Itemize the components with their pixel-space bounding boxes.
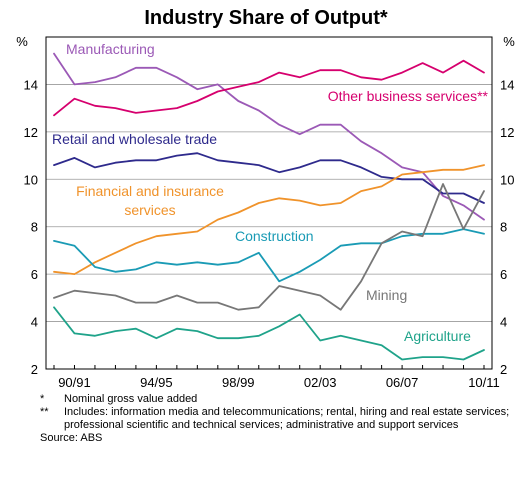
- y-tick-right-4: 4: [500, 315, 507, 330]
- x-tick-label-4: 06/07: [386, 375, 419, 390]
- chart-title: Industry Share of Output*: [144, 7, 388, 29]
- y-axis-unit-right: %: [503, 34, 515, 49]
- footnotes: * Nominal gross value added ** Includes:…: [40, 393, 510, 445]
- label-agriculture: Agriculture: [404, 328, 471, 344]
- label-manufacturing: Manufacturing: [66, 41, 155, 57]
- gridlines: [46, 84, 492, 322]
- x-tick-label-3: 02/03: [304, 375, 337, 390]
- series-line-construction: [53, 228, 485, 283]
- y-tick-left-14: 14: [24, 77, 38, 92]
- y-tick-left-6: 6: [31, 267, 38, 282]
- x-tick-label-1: 94/95: [140, 375, 173, 390]
- y-tick-left-8: 8: [31, 220, 38, 235]
- y-tick-right-10: 10: [500, 172, 514, 187]
- axis-ticks: 2 2 4 4 6 6 8 8 10 10 12 12 14 14 90/91 94/95 98/99 02/03…: [24, 77, 515, 390]
- label-construction: Construction: [235, 228, 314, 244]
- series-line-retail-and-wholesale-trade: [53, 152, 485, 204]
- y-tick-left-2: 2: [31, 362, 38, 377]
- footnote-2: ** Includes: information media and telec…: [40, 406, 510, 432]
- series-line-manufacturing: [53, 52, 485, 221]
- series-lines: [53, 52, 485, 361]
- footnote-2-mark: **: [40, 406, 49, 418]
- x-tick-label-5: 10/11: [468, 375, 500, 390]
- footnote-1-text: Nominal gross value added: [64, 393, 198, 405]
- y-tick-right-2: 2: [500, 362, 507, 377]
- label-retail-wholesale: Retail and wholesale trade: [52, 131, 217, 147]
- source-note: Source: ABS: [40, 432, 103, 444]
- y-tick-left-10: 10: [24, 172, 38, 187]
- series-line-mining: [53, 183, 485, 311]
- y-tick-right-14: 14: [500, 77, 514, 92]
- label-financial-line2: services: [124, 202, 175, 218]
- y-tick-right-8: 8: [500, 220, 507, 235]
- series-line-financial-and-insurance-services: [53, 164, 485, 276]
- label-mining: Mining: [366, 287, 407, 303]
- y-tick-left-12: 12: [24, 125, 38, 140]
- series-line-agriculture: [53, 306, 485, 361]
- plot-frame: [45, 36, 493, 370]
- y-tick-right-6: 6: [500, 267, 507, 282]
- label-financial-line1: Financial and insurance: [76, 183, 224, 199]
- y-tick-right-12: 12: [500, 125, 514, 140]
- y-axis-unit-left: %: [16, 34, 28, 49]
- x-tick-label-2: 98/99: [222, 375, 255, 390]
- footnote-2-text: Includes: information media and telecomm…: [64, 406, 510, 431]
- series-line-other-business-services: [53, 59, 485, 117]
- y-tick-left-4: 4: [31, 315, 38, 330]
- label-other-business-services: Other business services**: [328, 88, 489, 104]
- x-tick-label-0: 90/91: [58, 375, 91, 390]
- footnote-1: * Nominal gross value added: [40, 393, 510, 406]
- footnote-1-mark: *: [40, 393, 45, 405]
